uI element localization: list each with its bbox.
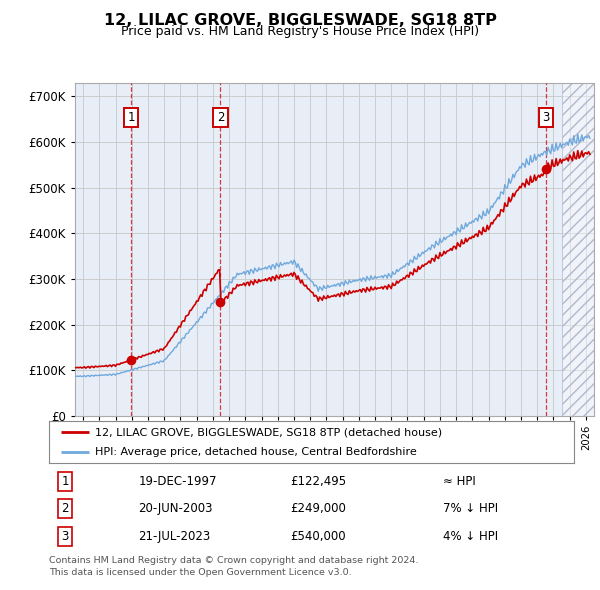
Text: ≈ HPI: ≈ HPI — [443, 475, 476, 488]
Text: 12, LILAC GROVE, BIGGLESWADE, SG18 8TP: 12, LILAC GROVE, BIGGLESWADE, SG18 8TP — [104, 13, 496, 28]
Text: This data is licensed under the Open Government Licence v3.0.: This data is licensed under the Open Gov… — [49, 568, 352, 576]
Text: HPI: Average price, detached house, Central Bedfordshire: HPI: Average price, detached house, Cent… — [95, 447, 417, 457]
Text: 21-JUL-2023: 21-JUL-2023 — [139, 530, 211, 543]
Text: 1: 1 — [127, 111, 135, 124]
Text: 3: 3 — [61, 530, 68, 543]
Text: 19-DEC-1997: 19-DEC-1997 — [139, 475, 217, 488]
Text: 4% ↓ HPI: 4% ↓ HPI — [443, 530, 498, 543]
Bar — [562, 83, 594, 416]
Text: £122,495: £122,495 — [290, 475, 347, 488]
Text: Contains HM Land Registry data © Crown copyright and database right 2024.: Contains HM Land Registry data © Crown c… — [49, 556, 419, 565]
Text: 3: 3 — [542, 111, 550, 124]
Text: 2: 2 — [217, 111, 224, 124]
Text: Price paid vs. HM Land Registry's House Price Index (HPI): Price paid vs. HM Land Registry's House … — [121, 25, 479, 38]
Bar — [562, 83, 594, 416]
Text: 2: 2 — [61, 502, 69, 516]
Text: £540,000: £540,000 — [290, 530, 346, 543]
Text: 20-JUN-2003: 20-JUN-2003 — [139, 502, 213, 516]
Text: 7% ↓ HPI: 7% ↓ HPI — [443, 502, 498, 516]
Text: 1: 1 — [61, 475, 69, 488]
Text: £249,000: £249,000 — [290, 502, 347, 516]
Text: 12, LILAC GROVE, BIGGLESWADE, SG18 8TP (detached house): 12, LILAC GROVE, BIGGLESWADE, SG18 8TP (… — [95, 427, 443, 437]
